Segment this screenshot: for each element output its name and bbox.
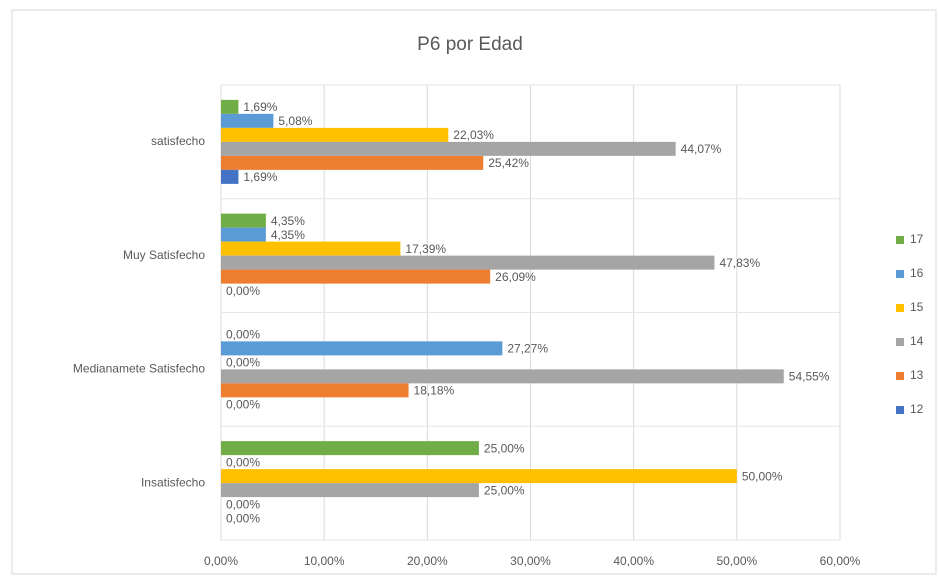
data-label: 17,39% [405, 242, 446, 256]
bar [221, 369, 784, 384]
data-label: 0,00% [226, 284, 260, 298]
bar [221, 99, 239, 114]
x-tick-label: 30,00% [510, 554, 551, 568]
x-tick-label: 40,00% [613, 554, 654, 568]
bar [221, 269, 491, 284]
y-tick-label: Medianamete Satisfecho [73, 362, 205, 376]
data-label: 44,07% [681, 142, 722, 156]
legend-label: 16 [910, 266, 924, 280]
data-label: 18,18% [414, 384, 455, 398]
data-label: 4,35% [271, 228, 305, 242]
bar [221, 255, 715, 270]
bar [221, 441, 479, 456]
data-label: 26,09% [495, 270, 536, 284]
data-label: 4,35% [271, 214, 305, 228]
bar [221, 213, 266, 228]
data-label: 27,27% [507, 342, 548, 356]
legend-label: 13 [910, 368, 924, 382]
legend-swatch [896, 304, 904, 312]
y-tick-label: Muy Satisfecho [123, 248, 205, 262]
legend-swatch [896, 372, 904, 380]
bar [221, 341, 503, 356]
data-label: 54,55% [789, 370, 830, 384]
x-tick-label: 10,00% [304, 554, 345, 568]
bar [221, 141, 676, 156]
data-label: 0,00% [226, 455, 260, 469]
data-label: 25,00% [484, 441, 525, 455]
chart-title: P6 por Edad [417, 34, 523, 55]
data-label: 47,83% [719, 256, 760, 270]
data-label: 0,00% [226, 497, 260, 511]
legend-swatch [896, 338, 904, 346]
x-tick-label: 60,00% [820, 554, 861, 568]
legend-label: 14 [910, 334, 924, 348]
data-label: 5,08% [278, 114, 312, 128]
legend-swatch [896, 270, 904, 278]
legend-swatch [896, 406, 904, 414]
bar [221, 383, 409, 398]
legend-label: 17 [910, 232, 924, 246]
data-label: 25,42% [488, 156, 529, 170]
x-tick-label: 50,00% [716, 554, 757, 568]
data-label: 0,00% [226, 398, 260, 412]
data-label: 1,69% [243, 170, 277, 184]
bar [221, 241, 401, 256]
legend-label: 15 [910, 300, 924, 314]
x-tick-label: 0,00% [204, 554, 238, 568]
legend-label: 12 [910, 402, 924, 416]
data-label: 0,00% [226, 511, 260, 525]
bar [221, 227, 266, 242]
y-tick-label: satisfecho [151, 134, 205, 148]
bar [221, 127, 449, 142]
bar [221, 469, 737, 484]
bar [221, 483, 479, 498]
bar [221, 169, 239, 184]
data-label: 25,00% [484, 483, 525, 497]
x-tick-label: 20,00% [407, 554, 448, 568]
data-label: 50,00% [742, 469, 783, 483]
data-label: 0,00% [226, 328, 260, 342]
legend-swatch [896, 236, 904, 244]
y-tick-label: Insatisfecho [141, 475, 205, 489]
bar [221, 155, 484, 170]
data-label: 22,03% [453, 128, 494, 142]
data-label: 0,00% [226, 356, 260, 370]
bar [221, 113, 274, 128]
data-label: 1,69% [243, 100, 277, 114]
